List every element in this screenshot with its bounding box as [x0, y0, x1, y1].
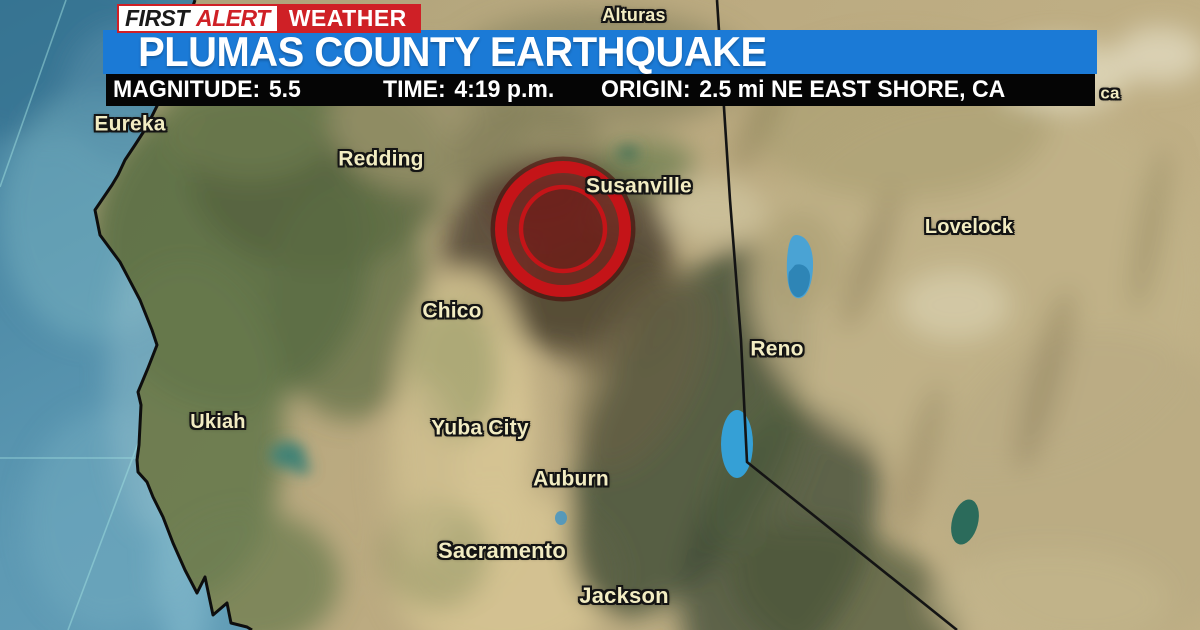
lake-clear-arm [293, 462, 311, 474]
headline-text: PLUMAS COUNTY EARTHQUAKE [138, 28, 767, 75]
brand-first-text: FIRST [125, 5, 189, 31]
first-alert-badge: FIRST ALERT [117, 4, 279, 33]
lake-folsom [555, 511, 567, 525]
map-label-auburn: Auburn [533, 467, 609, 491]
lakes [270, 146, 639, 474]
brand-alert-text: ALERT [195, 5, 270, 31]
map-label-ukiah: Ukiah [190, 411, 246, 433]
map-label-alturas: Alturas [602, 5, 666, 25]
first-alert-weather-banner: FIRST ALERT WEATHER [117, 4, 421, 33]
coastline [93, 0, 253, 630]
map-label-ca: ca [1100, 83, 1120, 103]
stat-origin-value: 2.5 mi NE EAST SHORE, CA [699, 76, 1006, 103]
map-label-eureka: Eureka [94, 112, 166, 136]
stat-magnitude-value: 5.5 [268, 76, 301, 103]
brand-weather-badge: WEATHER [278, 4, 421, 33]
graticule-lines [0, 0, 146, 630]
lakes-blue [555, 234, 979, 545]
stat-time-value: 4:19 p.m. [454, 76, 554, 103]
stat-magnitude-label: MAGNITUDE: [113, 76, 261, 103]
headline-banner: PLUMAS COUNTY EARTHQUAKE [103, 30, 1097, 74]
map-label-reno: Reno [750, 337, 804, 361]
lake-pyramid-shade [788, 264, 810, 298]
lake-eagle [617, 146, 639, 160]
lake-walker [951, 499, 979, 545]
stats-bar: MAGNITUDE: 5.5 TIME: 4:19 p.m. ORIGIN: 2… [106, 74, 1095, 106]
epicenter-marker [490, 156, 636, 302]
stat-time-label: TIME: [382, 76, 446, 103]
map-label-lovelock: Lovelock [924, 216, 1014, 238]
map-label-sacramento: Sacramento [438, 538, 566, 563]
state-border [715, 0, 958, 630]
brand-weather-text: WEATHER [288, 5, 407, 31]
lake-clear [270, 442, 306, 468]
stat-origin: ORIGIN: 2.5 mi NE EAST SHORE, CA [601, 76, 1005, 104]
stat-time: TIME: 4:19 p.m. [383, 76, 554, 104]
stat-magnitude: MAGNITUDE: 5.5 [113, 76, 301, 104]
map-label-redding: Redding [338, 147, 424, 171]
map-label-chico: Chico [422, 299, 482, 323]
map-label-susanville: Susanville [586, 174, 692, 198]
map-label-yuba-city: Yuba City [431, 416, 529, 440]
map-label-jackson: Jackson [579, 583, 669, 608]
stat-origin-label: ORIGIN: [601, 76, 691, 103]
